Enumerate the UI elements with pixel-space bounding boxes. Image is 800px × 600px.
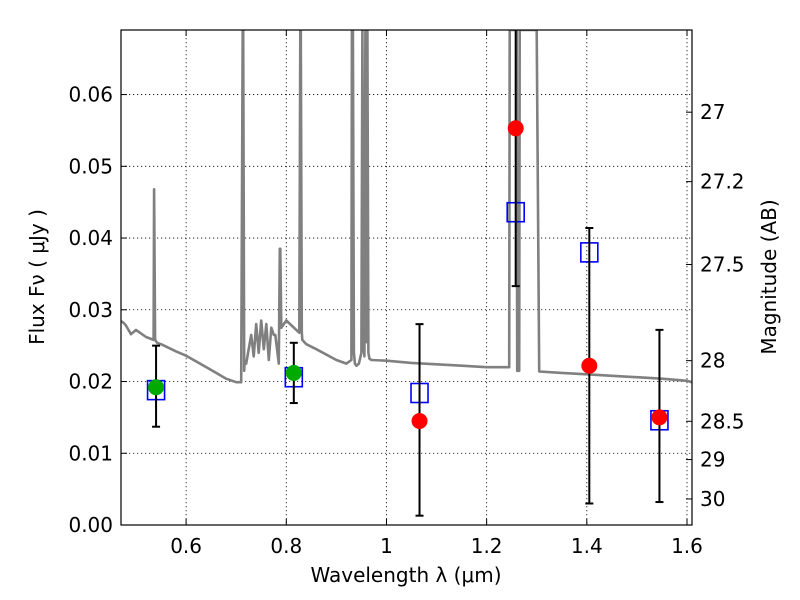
right-tick-label: 27 [700, 100, 725, 124]
x-tick-label: 1.6 [671, 534, 703, 558]
observed-photometry-point [581, 357, 598, 374]
y-tick-label: 0.06 [68, 83, 113, 107]
observed-photometry-point [507, 120, 524, 137]
x-tick-label: 1 [380, 534, 393, 558]
x-tick-label: 0.8 [270, 534, 302, 558]
right-tick-label: 27.2 [700, 170, 745, 194]
right-tick-label: 28 [700, 349, 725, 373]
right-axis-label: Magnitude (AB) [757, 199, 781, 354]
y-tick-label: 0.01 [68, 441, 113, 465]
y-axis-label: Flux Fν ( μJy ) [25, 209, 49, 345]
right-tick-label: 29 [700, 448, 725, 472]
right-tick-label: 30 [700, 487, 725, 511]
spectrum-line [121, 30, 692, 384]
observed-photometry-point [651, 409, 668, 426]
grid [121, 30, 692, 526]
y-tick-label: 0.02 [68, 370, 113, 394]
observed-photometry-point [285, 364, 302, 381]
x-tick-label: 0.6 [170, 534, 202, 558]
y-tick-label: 0.04 [68, 226, 113, 250]
y-tick-label: 0.03 [68, 298, 113, 322]
observed-photometry-point [411, 412, 428, 429]
x-axis-label: Wavelength λ (μm) [310, 563, 501, 587]
plot-data [121, 30, 692, 517]
plot-frame [120, 29, 693, 526]
x-tick-label: 1.4 [571, 534, 603, 558]
axis-ticks: 0.6 0.8 1 1.2 1.4 1.6 0.00 0.01 0.02 0.03 0.04 0.05… [68, 30, 745, 558]
x-tick-label: 1.2 [471, 534, 503, 558]
y-tick-label: 0.05 [68, 154, 113, 178]
right-tick-label: 27.5 [700, 253, 745, 277]
right-tick-label: 28.5 [700, 409, 745, 433]
observed-photometry-point [148, 379, 165, 396]
y-tick-label: 0.00 [68, 513, 113, 537]
